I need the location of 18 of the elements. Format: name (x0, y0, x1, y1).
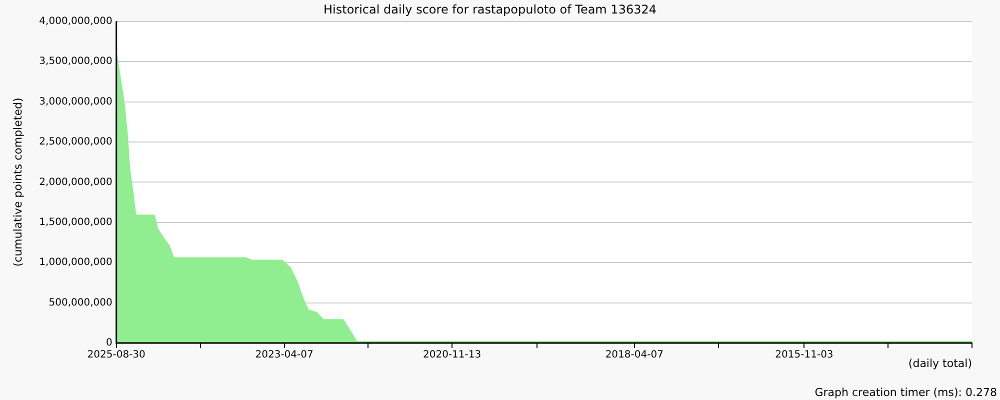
chart-title: Historical daily score for rastapopuloto of Team 136324 (324, 2, 656, 16)
x-tick-label: 2025-08-30 (87, 350, 146, 361)
y-tick-label: 1,500,000,000 (39, 216, 112, 228)
x-axis-title: (daily total) (908, 357, 972, 370)
y-tick-label: 2,000,000,000 (39, 176, 112, 188)
y-tick-label: 4,000,000,000 (39, 16, 112, 27)
x-tick-label: 2018-04-07 (605, 350, 664, 361)
y-tick-label: 3,500,000,000 (39, 56, 112, 68)
x-tick-label: 2015-11-03 (775, 350, 834, 361)
y-tick-label: 2,500,000,000 (39, 136, 112, 148)
x-tick-label: 2020-11-13 (422, 350, 482, 361)
y-tick-label: 3,000,000,000 (39, 96, 112, 108)
y-tick-label: 1,000,000,000 (39, 257, 112, 268)
y-axis-title: (cumulative points completed) (11, 98, 24, 267)
y-tick-label: 0 (106, 338, 112, 349)
x-tick-label: 2023-04-07 (255, 350, 314, 361)
y-tick-label: 500,000,000 (48, 297, 112, 308)
text: Graph creation timer (ms): 0.278 (814, 386, 997, 399)
